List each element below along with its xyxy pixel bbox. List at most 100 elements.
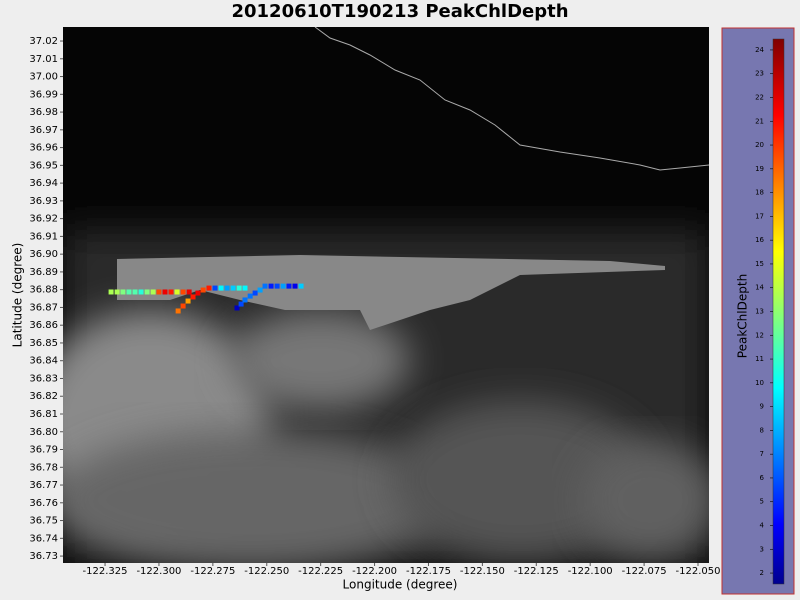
y-tick-label: 36.96	[29, 143, 58, 154]
track-point	[206, 285, 212, 291]
x-tick-label: -122.150	[460, 566, 505, 577]
colorbar-tick-label: 18	[755, 189, 764, 197]
track-point	[257, 287, 263, 293]
track-point	[236, 285, 242, 291]
track-point	[174, 289, 180, 295]
y-tick-label: 36.90	[29, 249, 58, 260]
track-point	[186, 289, 192, 295]
colorbar-tick-label: 15	[755, 260, 764, 268]
track-point	[224, 285, 230, 291]
colorbar-tick-label: 11	[755, 355, 764, 363]
track-point	[262, 283, 268, 289]
track-point	[212, 285, 218, 291]
colorbar	[772, 38, 785, 585]
colorbar-label: PeakChlDepth	[736, 274, 750, 358]
track-point	[162, 289, 168, 295]
y-tick-label: 36.73	[29, 551, 58, 562]
y-tick-label: 36.78	[29, 462, 58, 473]
track-point	[138, 289, 144, 295]
y-tick-label: 36.74	[29, 533, 58, 544]
y-tick-label: 36.97	[29, 125, 58, 136]
x-tick-label: -122.075	[622, 566, 667, 577]
colorbar-tick-label: 17	[755, 212, 764, 220]
x-tick-label: -122.225	[298, 566, 343, 577]
x-tick-label: -122.275	[190, 566, 235, 577]
y-tick-label: 37.00	[29, 72, 58, 83]
track-point	[144, 289, 150, 295]
y-tick-label: 36.76	[29, 498, 58, 509]
colorbar-tick-label: 4	[760, 522, 765, 530]
colorbar-tick-label: 21	[755, 117, 764, 125]
y-tick-label: 36.77	[29, 480, 58, 491]
x-tick-label: -122.250	[244, 566, 289, 577]
y-tick-label: 36.89	[29, 267, 58, 278]
y-tick-label: 36.82	[29, 391, 58, 402]
track-point	[132, 289, 138, 295]
track-point	[180, 289, 186, 295]
track-point	[156, 289, 162, 295]
track-point	[200, 287, 206, 293]
track-point	[234, 305, 240, 311]
y-tick-label: 36.87	[29, 302, 58, 313]
track-point	[175, 308, 181, 314]
colorbar-tick-label: 9	[760, 403, 764, 411]
track-point	[242, 285, 248, 291]
track-point	[180, 303, 186, 309]
y-tick-label: 36.79	[29, 445, 58, 456]
track-point	[195, 290, 201, 296]
chart-title: 20120610T190213 PeakChlDepth	[231, 1, 568, 22]
track-point	[168, 289, 174, 295]
colorbar-tick-label: 23	[755, 70, 764, 78]
x-tick-label: -122.050	[676, 566, 721, 577]
colorbar-tick-label: 8	[760, 426, 764, 434]
track-point	[268, 283, 274, 289]
y-tick-label: 36.75	[29, 516, 58, 527]
track-point	[190, 294, 196, 300]
y-tick-label: 36.83	[29, 373, 58, 384]
y-tick-label: 36.99	[29, 89, 58, 100]
y-tick-label: 36.81	[29, 409, 58, 420]
colorbar-tick-label: 10	[755, 379, 764, 387]
colorbar-tick-label: 14	[755, 284, 764, 292]
track-point	[292, 283, 298, 289]
colorbar-tick-label: 20	[755, 141, 764, 149]
track-point	[185, 298, 191, 304]
track-point	[242, 297, 248, 303]
track-point	[280, 283, 286, 289]
track-point	[114, 289, 120, 295]
x-tick-label: -122.100	[568, 566, 613, 577]
y-tick-label: 36.85	[29, 338, 58, 349]
track-point	[120, 289, 126, 295]
colorbar-tick-label: 22	[755, 93, 764, 101]
colorbar-tick-label: 2	[760, 569, 764, 577]
y-tick-label: 36.95	[29, 160, 58, 171]
y-tick-label: 36.94	[29, 178, 58, 189]
basemap	[63, 27, 709, 563]
x-tick-label: -122.175	[406, 566, 451, 577]
track-point	[218, 285, 224, 291]
y-tick-label: 36.88	[29, 285, 58, 296]
x-tick-label: -122.200	[352, 566, 397, 577]
x-tick-label: -122.325	[83, 566, 128, 577]
track-point	[252, 290, 258, 296]
y-axis-label: Latitude (degree)	[11, 243, 25, 348]
colorbar-tick-label: 7	[760, 450, 764, 458]
x-tick-label: -122.125	[514, 566, 559, 577]
colorbar-tick-label: 3	[760, 545, 764, 553]
track-point	[230, 285, 236, 291]
track-point	[286, 283, 292, 289]
y-tick-label: 36.93	[29, 196, 58, 207]
y-tick-label: 36.92	[29, 214, 58, 225]
track-point	[126, 289, 132, 295]
y-tick-label: 36.80	[29, 427, 58, 438]
y-tick-label: 36.84	[29, 356, 58, 367]
x-axis-label: Longitude (degree)	[343, 578, 458, 592]
y-tick-label: 37.02	[29, 36, 58, 47]
colorbar-tick-label: 5	[760, 498, 764, 506]
colorbar-tick-label: 6	[760, 474, 765, 482]
x-tick-label: -122.300	[136, 566, 181, 577]
y-tick-label: 36.86	[29, 320, 58, 331]
track-point	[150, 289, 156, 295]
track-point	[298, 283, 304, 289]
y-tick-label: 37.01	[29, 54, 58, 65]
